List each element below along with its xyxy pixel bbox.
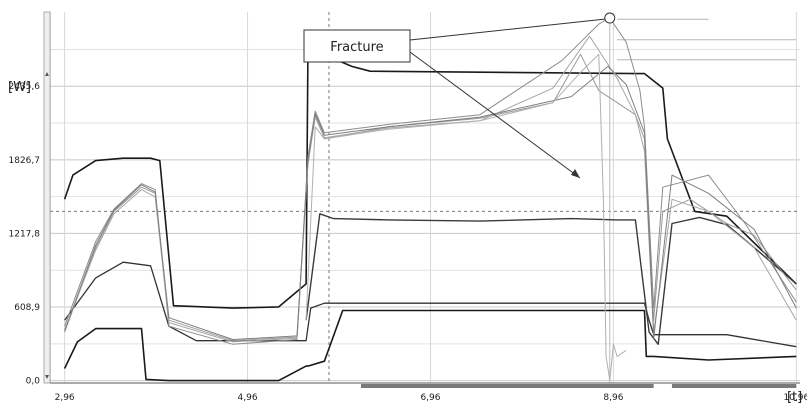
y-axis-scrollbar[interactable] [43, 11, 51, 384]
fracture-pointer-drop [409, 51, 581, 179]
y-tick-label: 1217,8 [9, 229, 41, 239]
series-line-fracture-trace [305, 53, 627, 382]
series-line-specimen-b [64, 17, 797, 345]
fracture-callout-box [303, 29, 411, 63]
scroll-up-icon[interactable] [45, 72, 49, 76]
x-range-bar [360, 384, 654, 388]
specimen-lines [64, 17, 797, 382]
y-tick-label: 2435,6 [9, 82, 41, 92]
x-range-bar [671, 384, 797, 388]
fracture-callout-label: Fracture [330, 40, 383, 55]
x-tick-label: 6,96 [420, 393, 440, 403]
x-tick-label: 2,96 [55, 393, 75, 403]
x-tick-label: 10,96 [783, 393, 807, 403]
x-unit-label: [t] [787, 390, 802, 405]
chart-axes [43, 11, 800, 388]
y-tick-label: 608,9 [14, 303, 40, 313]
y-tick-label: 1826,7 [9, 156, 41, 166]
x-tick-label: 8,96 [603, 393, 623, 403]
series-line-inner-lower [64, 261, 797, 348]
y-tick-labels: 0,0 608,9 1217,8 1826,7 2435,6 [9, 82, 41, 386]
x-tick-labels: 2,96 4,96 6,96 8,96 10,96 [55, 393, 807, 403]
series-line-mean [305, 213, 797, 345]
series-line-specimen-d [64, 65, 797, 340]
fracture-arrowhead [571, 169, 580, 178]
fracture-pointer-peak [409, 18, 606, 41]
fracture-annotation: Fracture [303, 12, 616, 179]
x-tick-label: 4,96 [238, 393, 258, 403]
y-tick-label: 0,0 [26, 377, 41, 387]
scroll-down-icon[interactable] [45, 375, 49, 379]
fracture-peak-marker [604, 12, 616, 24]
y-unit-label: [W] [8, 80, 31, 95]
series-line-lower-envelope [63, 309, 797, 382]
